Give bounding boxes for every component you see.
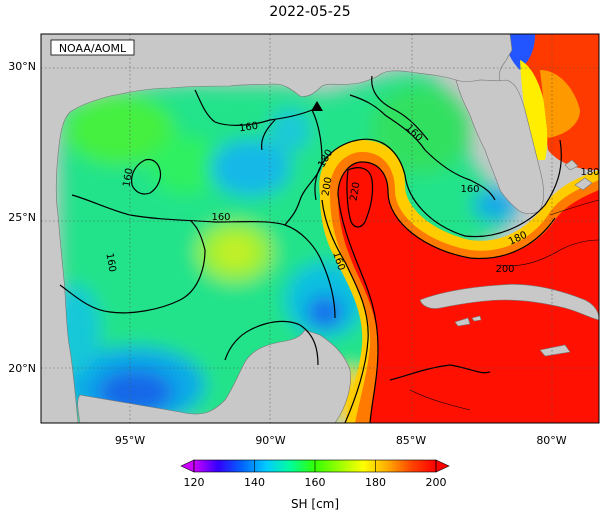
longitude-labels: 95°W 90°W 85°W 80°W xyxy=(115,434,567,447)
contour-label: 200 xyxy=(495,264,514,275)
colorbar-tick-label: 120 xyxy=(184,476,205,489)
contour-label: 160 xyxy=(121,167,135,188)
credit-box xyxy=(50,39,135,56)
contour-label: 200 xyxy=(320,176,334,197)
contour-label: 180 xyxy=(580,167,599,178)
longitude-label: 85°W xyxy=(396,434,426,447)
latitude-label: 20°N xyxy=(8,362,36,375)
map-title: 2022-05-25 xyxy=(269,4,350,20)
contour-label: 160 xyxy=(460,184,479,195)
colorbar-tick-label: 160 xyxy=(305,476,326,489)
latitude-labels: 30°N 25°N 20°N xyxy=(8,60,36,375)
station-marker-icon xyxy=(311,101,323,111)
credit-text: NOAA/AOML xyxy=(59,42,127,55)
latitude-label: 25°N xyxy=(8,211,36,224)
longitude-label: 80°W xyxy=(536,434,566,447)
colorbar: 120 140 160 180 200 SH [cm] xyxy=(180,459,450,511)
colorbar-label: SH [cm] xyxy=(291,497,339,511)
contour-label: 160 xyxy=(238,121,258,135)
contour-label: 160 xyxy=(211,212,230,223)
colorbar-tick-label: 140 xyxy=(244,476,265,489)
latitude-label: 30°N xyxy=(8,60,36,73)
longitude-label: 90°W xyxy=(255,434,285,447)
longitude-label: 95°W xyxy=(115,434,145,447)
colorbar-high-arrow-icon xyxy=(435,459,450,473)
colorbar-low-arrow-icon xyxy=(180,459,195,473)
land-masses xyxy=(41,34,599,423)
colorbar-tick-label: 180 xyxy=(365,476,386,489)
contour-label: 160 xyxy=(103,252,117,273)
map-frame xyxy=(40,33,600,424)
contour-label: 220 xyxy=(348,181,362,202)
colorbar-tick-label: 200 xyxy=(426,476,447,489)
contour-lines xyxy=(59,75,599,423)
gridlines xyxy=(41,34,599,423)
